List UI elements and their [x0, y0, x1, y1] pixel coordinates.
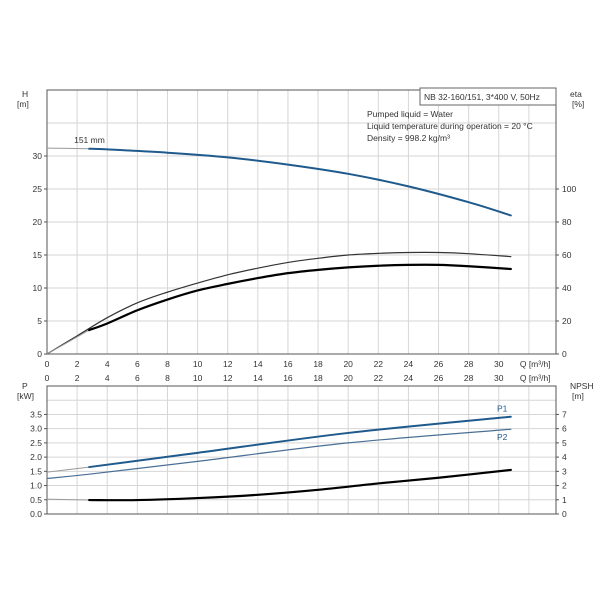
x-tick-label: 8 — [165, 373, 170, 383]
p1-curve — [88, 415, 512, 469]
x-tick-label: 30 — [494, 359, 504, 369]
y-axis-label: H — [22, 89, 28, 99]
y-tick-label: 10 — [33, 283, 43, 293]
y2-tick-label: 7 — [562, 409, 567, 419]
y2-tick-label: 60 — [562, 250, 572, 260]
x-tick-label: 12 — [223, 359, 233, 369]
y-tick-label: 3.5 — [30, 409, 42, 419]
h-extension-line — [46, 147, 90, 150]
y2-tick-label: 3 — [562, 466, 567, 476]
p1-extension-line — [46, 466, 90, 473]
pump-title: NB 32-160/151, 3*400 V, 50Hz — [424, 92, 540, 102]
x-tick-label: 26 — [434, 373, 444, 383]
y-tick-label: 0 — [37, 349, 42, 359]
x-tick-label: 2 — [75, 359, 80, 369]
y-tick-label: 30 — [33, 151, 43, 161]
x-tick-label: 18 — [313, 373, 323, 383]
y-axis-label: P — [22, 381, 28, 391]
liquid-annotation: Liquid temperature during operation = 20… — [367, 121, 533, 131]
y2-tick-label: 20 — [562, 316, 572, 326]
x-tick-label: 18 — [313, 359, 323, 369]
x-tick-label: 16 — [283, 359, 293, 369]
y-tick-label: 3.0 — [30, 424, 42, 434]
y2-tick-label: 2 — [562, 481, 567, 491]
x-tick-label: 28 — [464, 359, 474, 369]
y2-tick-label: 1 — [562, 495, 567, 505]
x-tick-label: 10 — [193, 359, 203, 369]
y-axis-unit: [m] — [17, 99, 29, 109]
y-tick-label: 15 — [33, 250, 43, 260]
y2-axis-label: eta — [570, 89, 582, 99]
x-tick-label: 10 — [193, 373, 203, 383]
h-curve — [88, 147, 512, 217]
y-tick-label: 1.5 — [30, 466, 42, 476]
liquid-annotation: Density = 998.2 kg/m³ — [367, 133, 450, 143]
y-tick-label: 0.0 — [30, 509, 42, 519]
y2-tick-label: 5 — [562, 438, 567, 448]
eta-total-curve — [88, 263, 512, 332]
p1-label: P1 — [497, 404, 508, 414]
npsh-extension-line — [46, 498, 90, 501]
x-axis-label: Q [m³/h] — [520, 359, 551, 369]
x-tick-label: 24 — [404, 359, 414, 369]
x-tick-label: 2 — [75, 373, 80, 383]
x-tick-label: 4 — [105, 359, 110, 369]
x-tick-label: 4 — [105, 373, 110, 383]
y-tick-label: 1.0 — [30, 481, 42, 491]
y-tick-label: 20 — [33, 217, 43, 227]
eta-total-extension-line — [46, 329, 90, 355]
liquid-annotation: Pumped liquid = Water — [367, 109, 453, 119]
y2-tick-label: 0 — [562, 509, 567, 519]
x-tick-label: 22 — [374, 359, 384, 369]
pump-title-box — [419, 87, 557, 106]
y2-tick-label: 40 — [562, 283, 572, 293]
y2-axis-label: NPSH — [570, 381, 594, 391]
y2-axis-unit: [m] — [572, 391, 584, 401]
x-tick-label: 20 — [343, 373, 353, 383]
head-eta-panel: 0 2 4 6 8 10 12 14 16 18 20 22 24 26 28 30 Q [m³/h]05101… — [17, 87, 584, 369]
eta-pump-curve — [46, 251, 512, 355]
p2-label: P2 — [497, 432, 508, 442]
impeller-diameter-label: 151 mm — [74, 135, 105, 145]
x-tick-label: 6 — [135, 359, 140, 369]
x-tick-label: 0 — [45, 359, 50, 369]
x-tick-label: 6 — [135, 373, 140, 383]
y-tick-label: 2.0 — [30, 452, 42, 462]
x-tick-label: 14 — [253, 373, 263, 383]
y2-tick-label: 6 — [562, 424, 567, 434]
y2-tick-label: 100 — [562, 184, 576, 194]
y-tick-label: 2.5 — [30, 438, 42, 448]
x-tick-label: 14 — [253, 359, 263, 369]
x-tick-label: 8 — [165, 359, 170, 369]
y-axis-unit: [kW] — [17, 391, 34, 401]
x-axis-label: Q [m³/h] — [520, 373, 551, 383]
plot-frame — [46, 385, 557, 515]
x-tick-label: 24 — [404, 373, 414, 383]
x-tick-label: 26 — [434, 359, 444, 369]
y2-tick-label: 0 — [562, 349, 567, 359]
y2-axis-unit: [%] — [572, 99, 584, 109]
x-tick-label: 0 — [45, 373, 50, 383]
y2-tick-label: 4 — [562, 452, 567, 462]
x-tick-label: 28 — [464, 373, 474, 383]
x-tick-label: 16 — [283, 373, 293, 383]
x-tick-label: 20 — [343, 359, 353, 369]
y2-tick-label: 80 — [562, 217, 572, 227]
npsh-curve — [88, 468, 512, 502]
p2-curve — [46, 428, 512, 480]
x-tick-label: 12 — [223, 373, 233, 383]
x-tick-label: 30 — [494, 373, 504, 383]
y-tick-label: 25 — [33, 184, 43, 194]
y-tick-label: 0.5 — [30, 495, 42, 505]
x-tick-label: 22 — [374, 373, 384, 383]
power-npsh-panel: 0 2 4 6 8 10 12 14 16 18 20 22 24 26 28 30 Q [m³/h]0.00.… — [17, 373, 594, 519]
y-tick-label: 5 — [37, 316, 42, 326]
